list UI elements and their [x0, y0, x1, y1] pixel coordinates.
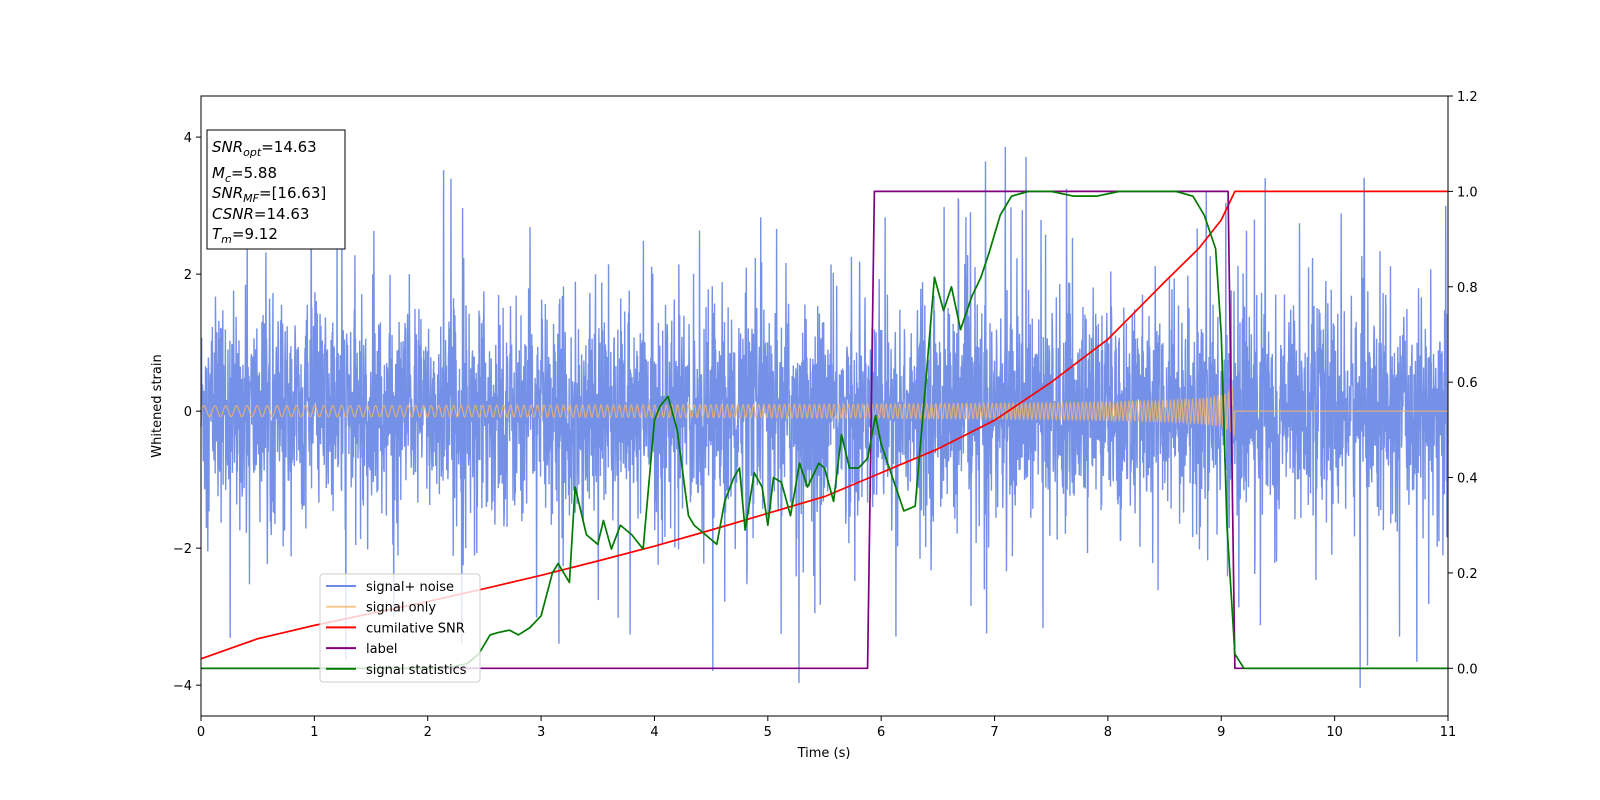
x-tick-label: 7	[990, 725, 998, 740]
info-line: CSNR=14.63	[212, 205, 309, 223]
legend-label: cumilative SNR	[366, 621, 465, 636]
signal-noise-series	[200, 145, 1449, 688]
y2-tick-label: 0.6	[1457, 376, 1478, 391]
y-axis-label: Whitened strain	[150, 354, 165, 457]
legend-label: signal statistics	[366, 663, 467, 678]
y2-tick-label: 0.2	[1457, 567, 1478, 582]
info-box-frame	[206, 129, 346, 250]
legend-label: signal only	[366, 601, 436, 616]
y2-tick-label: 0.0	[1457, 662, 1478, 677]
x-axis: 0 1 2 3 4 5 6 7 8 9 10 11	[197, 716, 1456, 740]
y-tick-label: 0	[184, 405, 192, 420]
y2-tick-label: 0.4	[1457, 472, 1478, 487]
y2-tick-label: 0.8	[1457, 281, 1478, 296]
x-tick-label: 4	[650, 725, 658, 740]
x-tick-label: 11	[1440, 725, 1457, 740]
x-tick-label: 2	[424, 725, 432, 740]
y-axis-right: 0.0 0.2 0.4 0.6 0.8 1.0 1.2	[1448, 90, 1478, 677]
signal-only-line	[200, 386, 1448, 437]
info-line: Tm=9.12	[212, 225, 278, 246]
signal-only-series	[200, 386, 1448, 437]
x-tick-label: 3	[537, 725, 545, 740]
plot-frame	[200, 95, 1449, 717]
x-tick-label: 9	[1217, 725, 1225, 740]
y-tick-label: −2	[173, 542, 192, 557]
y-axis-left: −4 −2 0 2 4	[173, 131, 201, 694]
signal-statistics-line	[201, 190, 1448, 670]
y-tick-label: −4	[173, 679, 192, 694]
info-line: Mc=5.88	[212, 164, 277, 185]
x-tick-label: 10	[1326, 725, 1343, 740]
y-tick-label: 4	[184, 131, 192, 146]
legend-label: signal+ noise	[366, 580, 454, 595]
info-line: SNRMF=[16.63]	[212, 184, 326, 205]
x-tick-label: 6	[877, 725, 885, 740]
y2-tick-label: 1.0	[1457, 185, 1478, 200]
x-tick-label: 5	[764, 725, 772, 740]
signal-noise-line	[200, 145, 1449, 688]
info-line: SNRopt=14.63	[212, 138, 317, 159]
y2-tick-label: 1.2	[1457, 90, 1478, 105]
info-box: SNRopt=14.63 Mc=5.88SNRMF=[16.63]CSNR=14.…	[206, 129, 346, 250]
x-tick-label: 1	[310, 725, 318, 740]
x-axis-label: Time (s)	[797, 746, 851, 761]
y-tick-label: 2	[184, 268, 192, 283]
legend: signal+ noise signal only cumilative SNR la…	[319, 573, 481, 683]
legend-label: label	[366, 642, 397, 657]
x-tick-label: 0	[197, 725, 205, 740]
x-tick-label: 8	[1104, 725, 1112, 740]
legend-frame	[319, 573, 481, 683]
